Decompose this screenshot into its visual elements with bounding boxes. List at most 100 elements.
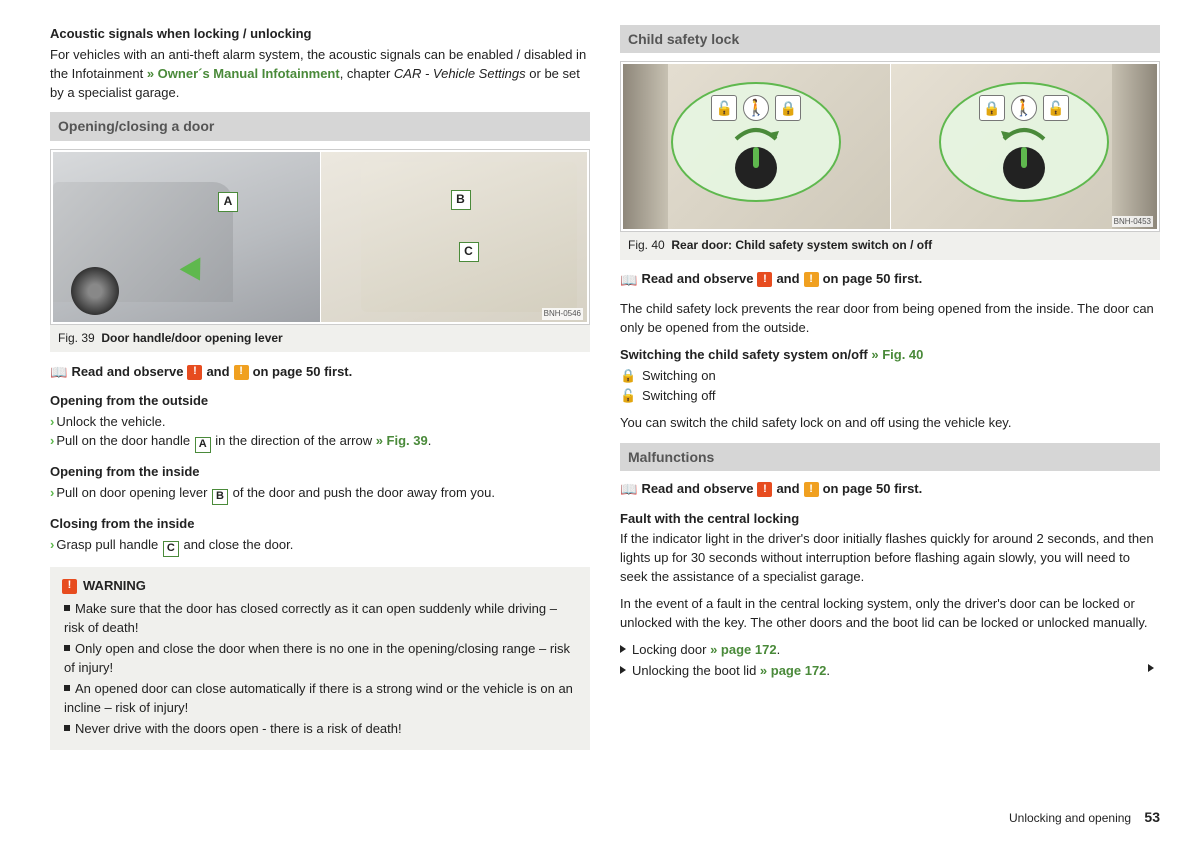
- chevron-icon: ›: [50, 433, 54, 448]
- red-warning-badge: !: [757, 482, 772, 497]
- triangle-bullet-icon: [620, 666, 626, 674]
- switching-title: Switching the child safety system on/off…: [620, 346, 1160, 365]
- step-lever-b: of the door and push the door away from …: [229, 485, 495, 500]
- footer-section: Unlocking and opening: [1009, 811, 1131, 825]
- fig39-caption-text: Door handle/door opening lever: [101, 331, 282, 345]
- child-safety-header: Child safety lock: [620, 25, 1160, 53]
- read-observe-mid: and: [206, 363, 229, 382]
- switching-off-text: Switching off: [642, 388, 715, 403]
- read-observe-pre: Read and observe: [641, 270, 753, 289]
- child-icon: 🚶: [1011, 95, 1037, 121]
- fig39-caption: Fig. 39 Door handle/door opening lever: [50, 325, 590, 352]
- figure-40-box: 🔓 🚶 🔒 🔒 🚶 🔓: [620, 61, 1160, 232]
- opening-closing-header: Opening/closing a door: [50, 112, 590, 140]
- fig40-caption-text: Rear door: Child safety system switch on…: [671, 238, 932, 252]
- footer-page-number: 53: [1144, 809, 1160, 825]
- read-observe-post: on page 50 first.: [823, 480, 923, 499]
- figure-39-box: A B C BNH-0546: [50, 149, 590, 325]
- warn-text-3: An opened door can close automatically i…: [64, 681, 573, 715]
- fig40-ref-code: BNH-0453: [1112, 216, 1153, 228]
- yellow-warning-badge: !: [804, 482, 819, 497]
- locking-door-text: Locking door: [632, 642, 710, 657]
- key-dial-icon: [735, 147, 777, 189]
- step-pull-b: in the direction of the arrow: [212, 433, 376, 448]
- fig39-link[interactable]: » Fig. 39: [376, 433, 428, 448]
- inline-callout-c: C: [163, 541, 179, 557]
- warning-box: ! WARNING Make sure that the door has cl…: [50, 567, 590, 751]
- page-172-link-a[interactable]: » page 172: [710, 642, 777, 657]
- opening-inside-block: Opening from the inside ›Pull on door op…: [50, 463, 590, 505]
- fig39-interior: B C: [321, 152, 588, 322]
- red-warning-badge: !: [757, 272, 772, 287]
- warn-item-2: Only open and close the door when there …: [62, 640, 578, 678]
- unlocking-boot-line: Unlocking the boot lid » page 172.: [620, 662, 1160, 681]
- read-observe-pre: Read and observe: [641, 480, 753, 499]
- fig40-num: Fig. 40: [628, 238, 665, 252]
- child-lock-bubble-off: 🔒 🚶 🔓: [939, 82, 1109, 202]
- fault-title: Fault with the central locking: [620, 510, 1160, 529]
- malfunctions-header: Malfunctions: [620, 443, 1160, 471]
- child-lock-bubble-on: 🔓 🚶 🔒: [671, 82, 841, 202]
- read-observe-right-2: 📖 Read and observe ! and ! on page 50 fi…: [620, 479, 1160, 499]
- inline-callout-b: B: [212, 489, 228, 505]
- fig40-left: 🔓 🚶 🔒: [623, 64, 891, 229]
- step-lever: ›Pull on door opening lever B of the doo…: [50, 484, 590, 505]
- book-icon: 📖: [620, 270, 637, 290]
- fault-paragraph-2: In the event of a fault in the central l…: [620, 595, 1160, 633]
- step-pull-a: Pull on the door handle: [56, 433, 193, 448]
- key-dial-icon: [1003, 147, 1045, 189]
- book-icon: 📖: [50, 362, 67, 382]
- rotate-arrow-icon: [999, 125, 1049, 141]
- switching-title-text: Switching the child safety system on/off: [620, 347, 871, 362]
- warning-header: ! WARNING: [62, 577, 578, 596]
- step-pull-handle: ›Pull on the door handle A in the direct…: [50, 432, 590, 453]
- page-spread: Acoustic signals when locking / unlockin…: [50, 25, 1160, 750]
- step-unlock-text: Unlock the vehicle.: [56, 414, 165, 429]
- lock-icon: 🔒: [775, 95, 801, 121]
- book-icon: 📖: [620, 479, 637, 499]
- acoustic-text-2: , chapter: [340, 66, 394, 81]
- warning-badge-icon: !: [62, 579, 77, 594]
- car-settings-em: CAR - Vehicle Settings: [394, 66, 526, 81]
- owners-manual-link[interactable]: » Owner´s Manual Infotainment: [147, 66, 340, 81]
- child-lock-description: The child safety lock prevents the rear …: [620, 300, 1160, 338]
- warn-text-4: Never drive with the doors open - there …: [75, 721, 402, 736]
- chevron-icon: ›: [50, 414, 54, 429]
- switching-on-line: 🔒Switching on: [620, 367, 1160, 386]
- rotate-arrow-icon: [731, 125, 781, 141]
- warn-text-1: Make sure that the door has closed corre…: [64, 601, 557, 635]
- step-close: ›Grasp pull handle C and close the door.: [50, 536, 590, 557]
- unlocking-boot-text: Unlocking the boot lid: [632, 663, 760, 678]
- continue-icon: [1148, 664, 1154, 672]
- opening-outside-title: Opening from the outside: [50, 392, 590, 411]
- fig40-link[interactable]: » Fig. 40: [871, 347, 923, 362]
- warn-item-1: Make sure that the door has closed corre…: [62, 600, 578, 638]
- step-lever-a: Pull on door opening lever: [56, 485, 211, 500]
- figure-39-image: A B C BNH-0546: [53, 152, 587, 322]
- fault-paragraph-1: If the indicator light in the driver's d…: [620, 530, 1160, 587]
- opening-inside-title: Opening from the inside: [50, 463, 590, 482]
- fig40-right: 🔒 🚶 🔓: [891, 64, 1158, 229]
- closing-inside-block: Closing from the inside ›Grasp pull hand…: [50, 515, 590, 557]
- step-close-b: and close the door.: [180, 537, 293, 552]
- red-warning-badge: !: [187, 365, 202, 380]
- figure-40-image: 🔓 🚶 🔒 🔒 🚶 🔓: [623, 64, 1157, 229]
- triangle-bullet-icon: [620, 645, 626, 653]
- yellow-warning-badge: !: [234, 365, 249, 380]
- warning-label: WARNING: [83, 577, 146, 596]
- page-172-link-b[interactable]: » page 172: [760, 663, 827, 678]
- callout-c: C: [459, 242, 479, 262]
- locking-door-line: Locking door » page 172.: [620, 641, 1160, 660]
- warn-item-4: Never drive with the doors open - there …: [62, 720, 578, 739]
- warn-text-2: Only open and close the door when there …: [64, 641, 570, 675]
- lock-icon: 🔒: [979, 95, 1005, 121]
- read-observe-post: on page 50 first.: [823, 270, 923, 289]
- read-observe-post: on page 50 first.: [253, 363, 353, 382]
- left-column: Acoustic signals when locking / unlockin…: [50, 25, 590, 750]
- read-observe-pre: Read and observe: [71, 363, 183, 382]
- read-observe-mid: and: [776, 270, 799, 289]
- read-observe-mid: and: [776, 480, 799, 499]
- step-unlock: ›Unlock the vehicle.: [50, 413, 590, 432]
- lock-closed-icon: 🔒: [620, 367, 634, 386]
- fig40-caption: Fig. 40 Rear door: Child safety system s…: [620, 232, 1160, 259]
